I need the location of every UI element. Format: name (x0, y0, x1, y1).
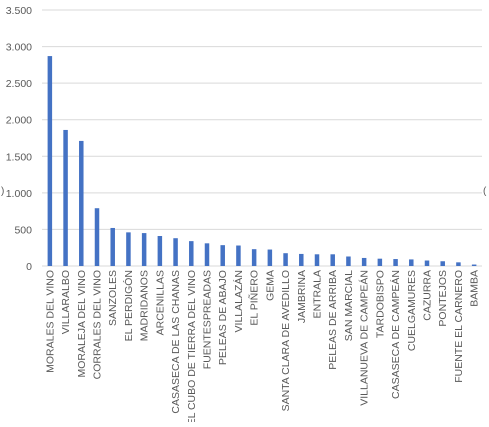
gridlines (42, 9, 482, 267)
y-tick-label: 2.000 (6, 115, 32, 127)
bar (236, 245, 241, 266)
x-tick-label: FUENTESPREADAS (202, 270, 214, 369)
bar (377, 258, 383, 266)
y-tick-label: 3.000 (6, 42, 32, 54)
bar (251, 249, 257, 266)
bar (141, 233, 147, 266)
bar (299, 253, 304, 266)
x-tick-label: SANTA CLARA DE AVEDILLO (280, 270, 292, 411)
x-tick-label: EL PERDIGÓN (122, 270, 135, 341)
y-tick-label: 500 (14, 224, 32, 236)
bars (47, 56, 477, 266)
x-tick-label: JAMBRINA (296, 270, 308, 323)
bar (173, 238, 178, 266)
bar (314, 254, 320, 266)
bar (393, 259, 398, 266)
bar (79, 140, 84, 266)
bar (409, 259, 414, 266)
y-tick-label: 2.500 (6, 78, 32, 90)
x-tick-label: VILLALAZÁN (232, 270, 245, 332)
y-tick-label: 3.500 (6, 5, 32, 17)
x-tick-label: VILLARALBO (60, 270, 72, 334)
bar (330, 254, 335, 266)
bar (47, 56, 53, 266)
x-tick-label: PELEAS DE ARRIBA (327, 270, 339, 370)
x-tick-label: FUENTE EL CARNERO (453, 270, 465, 383)
right-edge-mark: ( (483, 186, 487, 197)
x-tick-label: MORALEJA DEL VINO (76, 270, 88, 378)
x-tick-label: CASASECA DE LAS CHANAS (170, 270, 182, 414)
bar (267, 249, 273, 266)
x-tick-label: ENTRALA (312, 270, 324, 318)
x-axis-ticks: MORALES DEL VINO VILLARALBO MORALEJA DEL V… (44, 270, 481, 426)
bar (361, 257, 367, 266)
x-tick-label: BAMBA (469, 270, 481, 307)
bar (440, 261, 445, 266)
bar (471, 264, 477, 266)
bar (456, 262, 461, 266)
x-tick-label: CORRALES DEL VINO (92, 270, 104, 379)
x-tick-label: EL PIÑERO (248, 270, 261, 326)
bar (346, 256, 351, 266)
x-tick-label: SANZOLES (107, 270, 119, 326)
x-tick-label: CUELGAMURES (406, 270, 418, 351)
x-tick-label: CAZURRA (422, 270, 434, 321)
bar (424, 260, 430, 266)
bar (126, 232, 131, 266)
x-tick-label: VILLANUEVA DE CAMPEÁN (358, 270, 371, 406)
x-tick-label: MORALES DEL VINO (44, 270, 56, 373)
x-tick-label: MADRIDANOS (139, 270, 151, 341)
left-edge-mark: ) (1, 186, 5, 197)
x-tick-label: SAN MARCIAL (343, 270, 355, 341)
x-tick-label: GEMA (264, 270, 276, 301)
bar (157, 236, 163, 266)
bar (283, 253, 288, 266)
bar (220, 245, 225, 266)
y-tick-label: 0 (26, 261, 32, 273)
bar (63, 129, 68, 266)
x-tick-label: PELEAS DE ABAJO (217, 270, 229, 365)
bar (110, 227, 115, 266)
x-tick-label: TARDOBISPO (374, 270, 386, 338)
bar (204, 243, 210, 266)
x-tick-label: CASASECA DE CAMPEÁN (389, 270, 402, 399)
bar (94, 208, 100, 266)
x-tick-label: EL CUBO DE TIERRA DEL VINO (186, 270, 198, 422)
x-tick-label: PONTEJOS (437, 270, 449, 327)
bar (189, 241, 194, 266)
x-tick-label: ARCENILLAS (154, 270, 166, 335)
y-axis-ticks: 0 500 1.000 1.500 2.000 2.500 3.000 3.500 (6, 5, 32, 273)
y-tick-label: 1.500 (6, 151, 32, 163)
y-tick-label: 1.000 (6, 188, 32, 200)
